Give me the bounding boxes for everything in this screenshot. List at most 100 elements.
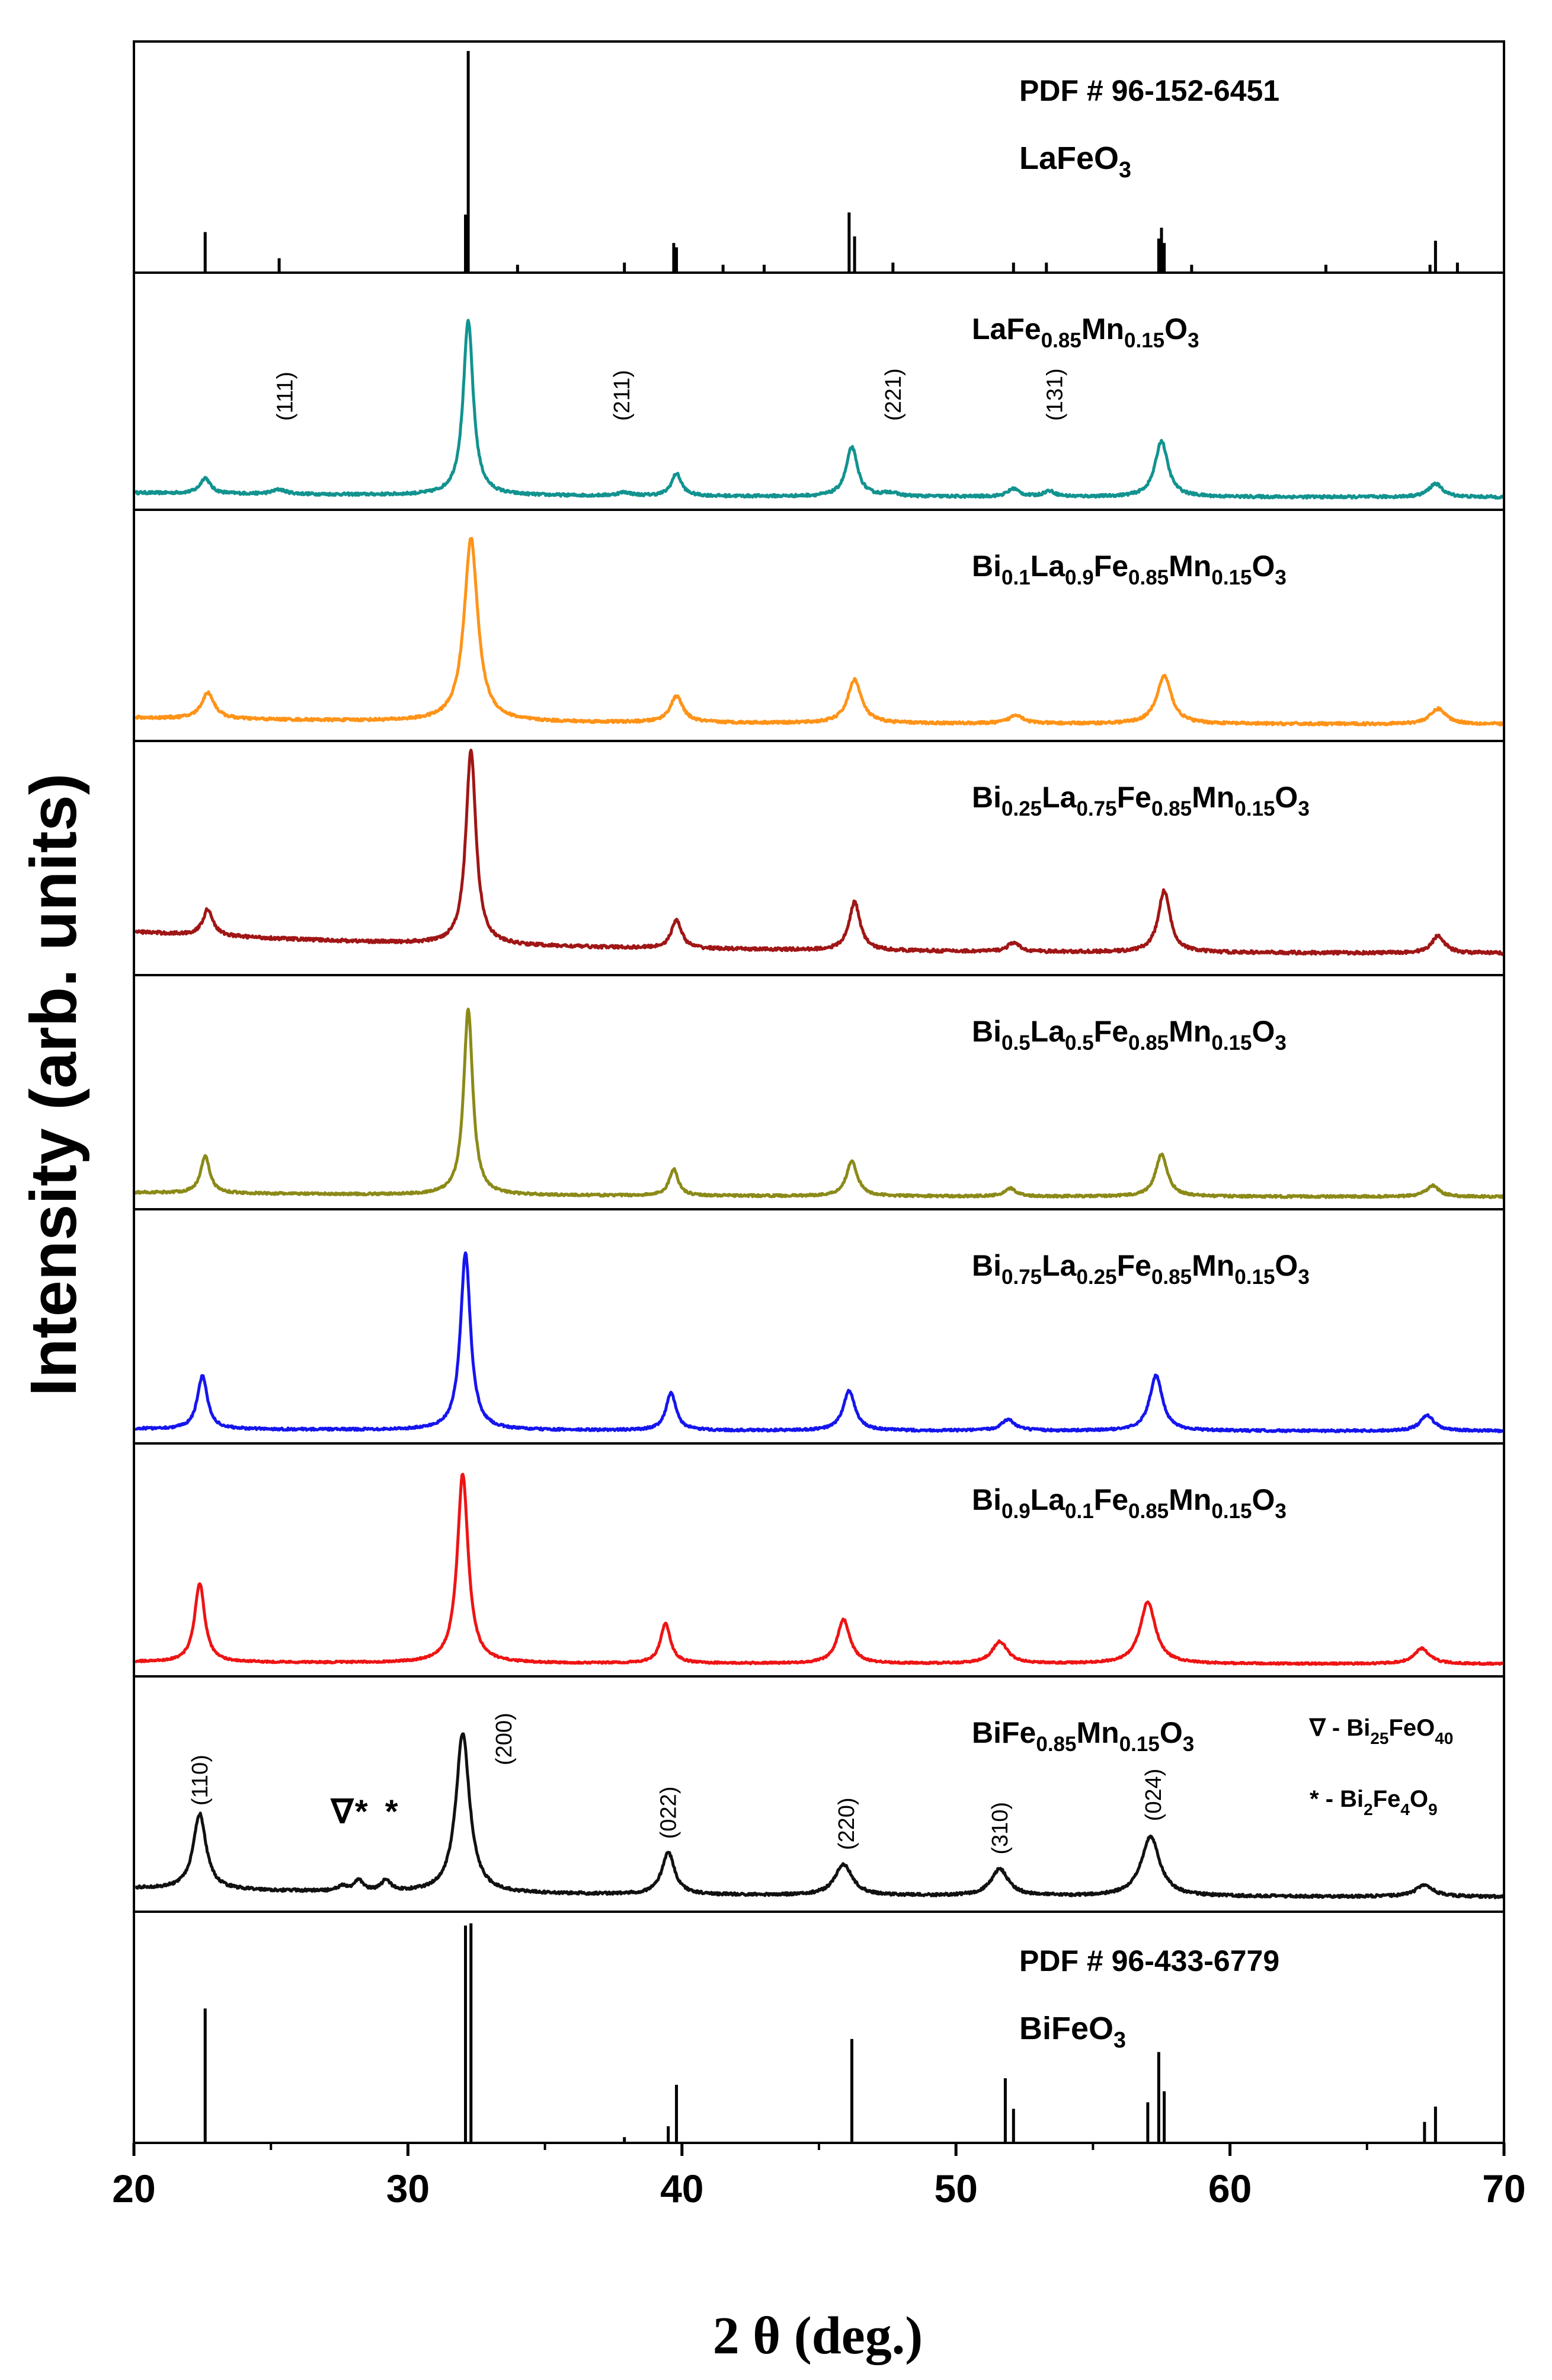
pattern-line (133, 1007, 1506, 1199)
hkl-label: (131) (1043, 368, 1068, 421)
label-part: 3 (1188, 329, 1199, 352)
label-part: 3 (1275, 1500, 1286, 1523)
label-part: O (1252, 1015, 1275, 1048)
pattern-line (134, 749, 1505, 956)
label-part: O (1275, 1249, 1298, 1282)
pattern-line (133, 318, 1506, 500)
label-part: 2 (1364, 1800, 1373, 1819)
label-part: 0.75 (1076, 797, 1116, 820)
label-part: Bi (972, 1249, 1001, 1282)
label-part: Bi (972, 1483, 1001, 1516)
panel-frame (133, 1911, 1505, 2144)
label-part: 0.85 (1128, 1031, 1169, 1055)
label-part: Mn (1169, 550, 1211, 583)
panel-1: LaFe0.85Mn0.15O3 (111) (211) (221) (131) (133, 271, 1506, 511)
label-part: O (1252, 550, 1275, 583)
label-part: 0.15 (1119, 1733, 1160, 1756)
label-part: 0.15 (1234, 1266, 1275, 1289)
panel-frame (133, 509, 1505, 742)
panel-frame (133, 40, 1505, 274)
label-part: Fe (1094, 1015, 1128, 1048)
label-part: Bi (972, 781, 1001, 814)
label-part: 0.85 (1041, 329, 1081, 352)
hkl-label: (200) (492, 1713, 517, 1765)
label-part: 25 (1370, 1729, 1388, 1748)
sample-label: Bi0.5La0.5Fe0.85Mn0.15O3 (972, 1015, 1287, 1055)
label-part: 3 (1113, 2028, 1126, 2053)
label-part: 3 (1298, 1266, 1309, 1289)
panels-group: PDF # 96-152-6451LaFeO3LaFe0.85Mn0.15O3(… (133, 40, 1506, 2144)
impurity-marker: * (355, 1793, 368, 1830)
label-part: 0.85 (1128, 566, 1169, 589)
panel-0: PDF # 96-152-6451 LaFeO3 (133, 40, 1505, 274)
sample-label: BiFe0.85Mn0.15O3 (972, 1716, 1194, 1756)
label-part: La (1031, 1015, 1066, 1048)
label-part: 4 (1400, 1800, 1410, 1819)
label-part: 0.25 (1076, 1266, 1116, 1289)
label-part: La (1042, 1249, 1077, 1282)
hkl-label: (220) (834, 1797, 859, 1850)
label-part: 0.85 (1151, 797, 1192, 820)
hkl-label: (310) (988, 1802, 1013, 1855)
label-part: 0.25 (1001, 797, 1042, 820)
label-part: Bi (972, 550, 1001, 583)
impurity-marker: ∇ (330, 1793, 354, 1830)
hkl-label: (211) (610, 370, 635, 421)
sample-label: Bi0.9La0.1Fe0.85Mn0.15O3 (972, 1483, 1287, 1523)
panel-4: Bi0.5La0.5Fe0.85Mn0.15O3 (133, 974, 1506, 1210)
panel-frame (133, 1442, 1505, 1678)
panel-frame (133, 271, 1505, 511)
label-part: Mn (1192, 1249, 1234, 1282)
label-part: 0.85 (1036, 1733, 1076, 1756)
label-part: 0.9 (1001, 1500, 1031, 1523)
label-part: 0.5 (1001, 1031, 1031, 1055)
label-part: - Bi (1319, 1786, 1364, 1812)
pdf-card-label: PDF # 96-433-6779 (1019, 1944, 1279, 1978)
label-part: 0.75 (1001, 1266, 1042, 1289)
label-part: Mn (1081, 312, 1124, 346)
label-part: 40 (1435, 1729, 1453, 1748)
label-part: BiFeO (1019, 2011, 1113, 2046)
label-part: Mn (1169, 1015, 1211, 1048)
label-part: FeO (1388, 1715, 1435, 1741)
label-part: Fe (1117, 781, 1151, 814)
label-part: 3 (1183, 1733, 1194, 1756)
sample-label: LaFe0.85Mn0.15O3 (972, 312, 1199, 352)
legend-symbol: * (1310, 1786, 1319, 1812)
pdf-card-label: PDF # 96-152-6451 (1019, 74, 1279, 107)
x-tick-label: 50 (934, 2167, 977, 2210)
phase-label: BiFeO3 (1019, 2011, 1126, 2053)
impurity-legend-entry: * - Bi2Fe4O9 (1310, 1786, 1438, 1819)
pattern-line (135, 536, 1505, 727)
label-part: O (1275, 781, 1298, 814)
pattern-line (134, 1251, 1505, 1433)
label-part: Fe (1094, 1483, 1128, 1516)
label-part: Fe (1094, 550, 1128, 583)
label-part: 3 (1298, 797, 1309, 820)
hkl-label: (111) (273, 372, 297, 421)
hkl-label: (221) (881, 368, 906, 421)
panel-3: Bi0.25La0.75Fe0.85Mn0.15O3 (133, 740, 1505, 976)
label-part: 0.15 (1124, 329, 1164, 352)
panel-5: Bi0.75La0.25Fe0.85Mn0.15O3 (133, 1208, 1505, 1445)
label-part: Fe (1373, 1786, 1401, 1812)
x-tick-label: 60 (1208, 2167, 1252, 2210)
label-part: 0.15 (1211, 1031, 1252, 1055)
x-tick-label: 70 (1482, 2167, 1525, 2210)
label-part: 0.1 (1065, 1500, 1094, 1523)
legend-symbol: ∇ (1308, 1715, 1326, 1741)
label-part: 0.9 (1065, 566, 1094, 589)
panel-6: Bi0.9La0.1Fe0.85Mn0.15O3 (133, 1442, 1505, 1678)
panel-frame (133, 1208, 1505, 1445)
pattern-line (135, 1472, 1505, 1666)
x-axis: 20 30 40 50 60 70 (112, 2143, 1526, 2210)
sample-label: Bi0.25La0.75Fe0.85Mn0.15O3 (972, 781, 1310, 820)
panel-frame (133, 974, 1505, 1210)
panel-2: Bi0.1La0.9Fe0.85Mn0.15O3 (133, 509, 1505, 742)
label-part: 9 (1428, 1800, 1438, 1819)
phase-label: LaFeO3 (1019, 140, 1131, 183)
label-part: Bi (972, 1015, 1001, 1048)
x-tick-label: 30 (386, 2167, 430, 2210)
label-part: 3 (1119, 158, 1131, 183)
panel-8: PDF # 96-433-6779 BiFeO3 (133, 1911, 1505, 2144)
